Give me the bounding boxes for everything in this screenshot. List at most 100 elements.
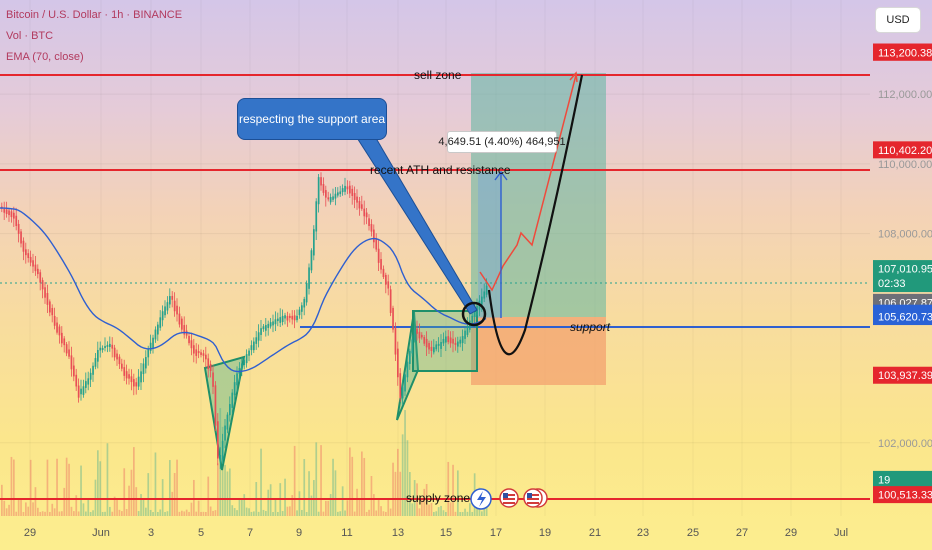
candle [377,239,380,272]
volume-bar [97,450,99,516]
volume-bar [344,510,346,516]
price-badge-label: 100,513.33 [878,490,932,502]
volume-bar [161,479,164,516]
volume-bar [274,499,277,516]
volume-bar [197,500,200,516]
note-callout[interactable]: respecting the support area [237,98,387,140]
candle [3,201,6,220]
volume-bar [39,511,42,516]
candle [61,326,63,348]
volume-bar [387,498,390,516]
volume-bar [87,499,90,516]
candle [301,302,303,320]
volume-bar [207,476,210,516]
volume-bar [349,447,351,516]
volume-bar [428,504,430,516]
support-touch-circle[interactable] [461,301,487,327]
candle [365,207,368,225]
volume-bar [281,511,284,516]
candle [353,186,356,209]
candle [459,336,462,348]
candle [209,360,212,378]
candle [305,280,308,306]
candle [200,349,202,358]
volume-bar [315,442,318,516]
price-badge: 19 [873,470,932,488]
volume-bar [445,511,447,516]
candle [181,316,183,333]
position-zones[interactable] [471,73,606,385]
volume-bar [214,510,217,516]
x-tick-label: 19 [539,527,551,539]
lightning-event-icon[interactable] [470,488,492,510]
volume-bar [68,463,70,516]
candle [416,320,418,341]
candle [20,229,22,248]
volume-bar [253,511,255,516]
candle [70,346,73,377]
volume-bar [202,511,205,516]
volume-bar [337,511,339,516]
candle [320,172,322,191]
volume-bar [370,475,373,516]
volume-bar [236,510,238,516]
volume-bar [394,471,397,516]
volume-bar [449,502,452,516]
candle [243,356,246,370]
price-levels[interactable] [0,74,870,500]
candle [193,338,195,363]
candle [221,433,224,464]
volume-bar [435,511,438,516]
candle [5,201,8,218]
volume-bar [404,410,406,516]
currency-button[interactable]: USD [876,8,920,32]
volume-bar [99,461,102,516]
volume-bar [205,511,207,516]
volume-bar [209,506,212,516]
volume-bar [310,495,313,516]
chart-patterns[interactable] [203,310,478,471]
volume-bar [17,499,20,516]
us-flag-event-icon[interactable] [523,488,548,508]
volume-bar [145,507,147,516]
volume-legend[interactable]: Vol · BTC [6,30,54,42]
stop-zone[interactable] [471,317,606,385]
x-tick-label: 11 [341,527,352,539]
volume-bar [109,506,111,516]
candle [166,296,169,315]
volume-bar [58,511,61,516]
projected-path-black[interactable] [487,74,584,356]
candle [418,323,421,344]
price-badge: 100,513.33 [873,486,932,504]
volume-bar [106,443,109,516]
candle [267,320,270,336]
ema-70-line[interactable] [0,207,487,373]
drawings[interactable] [351,71,584,356]
price-axis[interactable]: 112,000.00 110,000.00 108,000.00 102,000.00 [878,89,932,450]
candle [349,180,351,198]
y-tick-label: 108,000.00 [878,229,932,241]
volume-bar [296,510,298,516]
projected-path-red[interactable] [479,74,577,292]
support-label: support [570,320,611,334]
volume-bar [178,511,181,516]
volume-bar [159,509,162,516]
volume-bar [411,503,414,516]
volume-bar [464,508,466,516]
volume-bar [128,485,130,516]
candle [22,237,25,261]
price-badge-label: 107,010.95 [878,264,932,276]
candle [149,334,152,354]
us-flag-event-icon[interactable] [499,488,519,508]
event-markers[interactable] [470,488,548,510]
ema-legend[interactable]: EMA (70, close) [6,51,84,63]
symbol-legend[interactable]: Bitcoin / U.S. Dollar · 1h · BINANCE [6,9,183,21]
volume-bar [181,510,183,516]
time-axis[interactable]: 29 Jun 3 5 7 9 11 13 15 17 19 21 23 25 27 29 Jul [24,527,848,539]
candle [351,185,354,205]
volume-bar [459,511,462,516]
candle [197,344,200,359]
volume-bar [10,456,13,516]
